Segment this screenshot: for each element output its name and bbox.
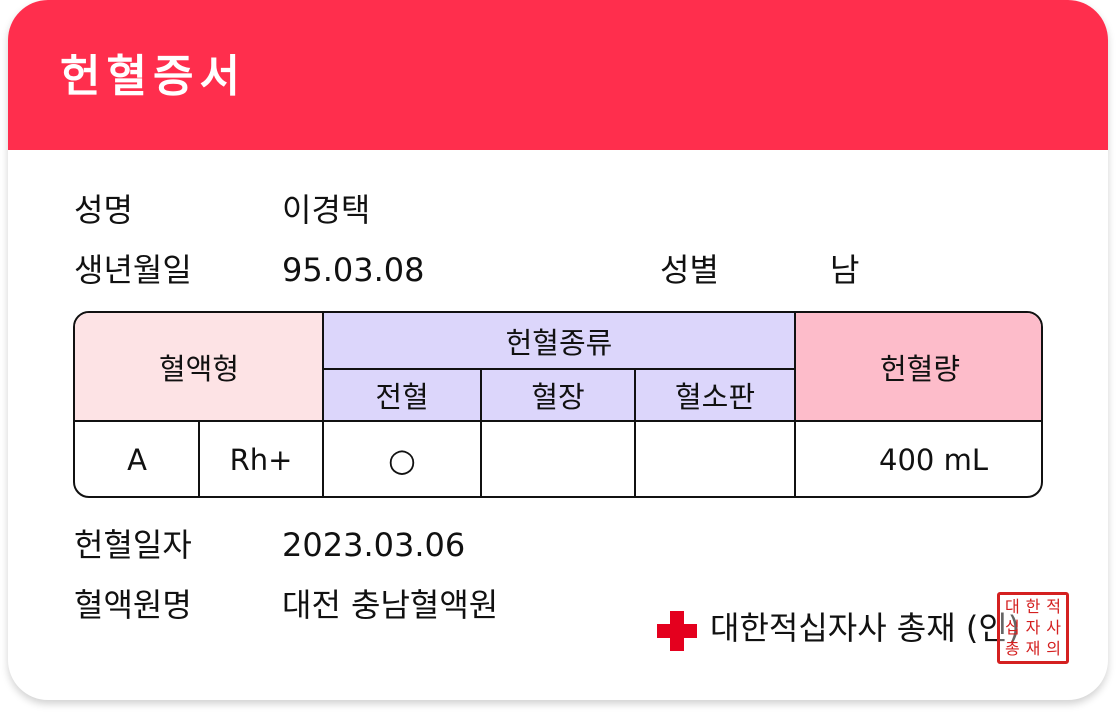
abo-value: A: [127, 442, 147, 477]
name-value: 이경택: [282, 191, 371, 229]
amount-header: 헌혈량: [795, 313, 1041, 421]
platelet-header: 혈소판: [635, 369, 795, 421]
platelet-mark: [635, 421, 795, 496]
header-bar: 헌혈증서: [8, 0, 1108, 150]
seal-glyph: 대: [1004, 597, 1020, 617]
plasma-header: 혈장: [481, 369, 635, 421]
date-value: 2023.03.06: [282, 526, 466, 564]
seal-glyph: 자: [1025, 617, 1041, 637]
date-label: 헌혈일자: [74, 526, 192, 564]
table-divider: [480, 369, 482, 496]
red-cross-icon: [657, 611, 697, 651]
seal-glyph: 적: [1046, 597, 1062, 617]
seal-glyph: 한: [1025, 597, 1041, 617]
center-value: 대전 충남혈액원: [282, 586, 499, 624]
plasma-mark: [481, 421, 635, 496]
sex-label: 성별: [660, 251, 719, 289]
rh-value: Rh+: [229, 442, 293, 477]
donation-type-header: 헌혈종류: [323, 313, 795, 369]
amount-value: 400 mL: [879, 442, 988, 477]
whole-blood-mark: ○: [388, 440, 416, 479]
seal-glyph: 총: [1004, 638, 1020, 658]
table-divider: [634, 369, 636, 496]
whole-blood-header: 전혈: [323, 369, 481, 421]
birth-label: 생년월일: [74, 251, 192, 289]
table-divider: [794, 313, 796, 496]
table-divider: [323, 368, 795, 370]
seal-glyph: 재: [1025, 638, 1041, 658]
seal-glyph: 십: [1004, 617, 1020, 637]
seal-glyph: 의: [1046, 638, 1062, 658]
table-divider: [198, 421, 200, 496]
certificate-card: 헌혈증서 성명 이경택 생년월일 95.03.08 성별 남 혈액형 헌혈종류 …: [8, 0, 1108, 700]
issuer-text: 대한적십자사 총재 (인): [710, 609, 1021, 647]
name-label: 성명: [74, 191, 133, 229]
birth-value: 95.03.08: [282, 251, 425, 289]
sex-value: 남: [830, 251, 860, 289]
table-divider: [322, 313, 324, 496]
table-divider: [75, 420, 1041, 422]
seal-glyph: 사: [1046, 617, 1062, 637]
center-label: 혈액원명: [74, 586, 192, 624]
donation-table: 혈액형 헌혈종류 전혈 혈장 혈소판 헌혈량 A Rh+ ○ 400 mL: [73, 311, 1043, 498]
blood-type-header: 혈액형: [75, 313, 323, 421]
certificate-title: 헌혈증서: [60, 51, 246, 102]
